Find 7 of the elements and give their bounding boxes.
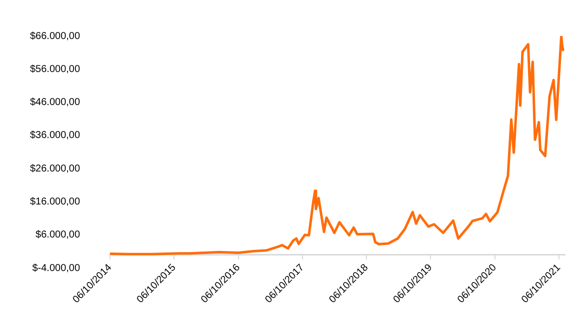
y-tick-label: $6.000,00 [36,230,80,241]
y-tick-label: $66.000,00 [30,30,80,42]
y-tick-label: $46.000,00 [30,97,80,108]
y-tick-label: $56.000,00 [30,64,80,75]
y-tick-label: $36.000,00 [30,130,80,142]
y-tick-label: $16.000,00 [30,196,80,208]
y-tick-label: $26.000,00 [30,163,80,174]
